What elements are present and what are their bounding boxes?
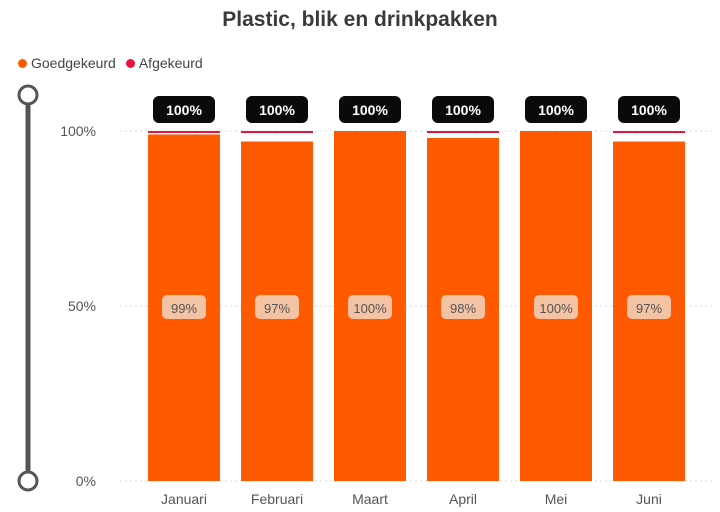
x-tick-label: Februari bbox=[251, 491, 303, 507]
legend-marker-goedgekeurd bbox=[18, 58, 27, 68]
data-label: 99% bbox=[171, 301, 197, 316]
total-label: 100% bbox=[445, 102, 481, 118]
legend-item-goedgekeurd[interactable]: Goedgekeurd bbox=[18, 55, 116, 71]
data-label: 97% bbox=[264, 301, 290, 316]
range-slider-top-handle[interactable] bbox=[17, 84, 39, 106]
total-label-bg bbox=[525, 96, 587, 123]
data-label: 100% bbox=[353, 301, 387, 316]
data-label-bg bbox=[255, 295, 299, 319]
total-label: 100% bbox=[352, 102, 388, 118]
legend-marker-afgekeurd bbox=[125, 58, 135, 68]
total-label-bg bbox=[618, 96, 680, 123]
total-label: 100% bbox=[538, 102, 574, 118]
data-label-bg bbox=[348, 295, 392, 319]
legend: Goedgekeurd Afgekeurd bbox=[18, 55, 203, 71]
bar-afgekeurd bbox=[241, 131, 313, 142]
data-label: 98% bbox=[450, 301, 476, 316]
x-tick-label: Mei bbox=[545, 491, 568, 507]
legend-item-afgekeurd[interactable]: Afgekeurd bbox=[125, 55, 203, 71]
range-slider-bottom-handle[interactable] bbox=[17, 470, 39, 492]
legend-label-afgekeurd: Afgekeurd bbox=[138, 55, 203, 71]
y-tick-label: 100% bbox=[60, 123, 96, 139]
chart-title: Plastic, blik en drinkpakken bbox=[222, 8, 498, 31]
bar-afgekeurd bbox=[427, 131, 499, 138]
data-label-bg bbox=[534, 295, 578, 319]
data-label-bg bbox=[441, 295, 485, 319]
x-tick-label: Juni bbox=[636, 491, 662, 507]
x-tick-label: Maart bbox=[352, 491, 388, 507]
total-label-bg bbox=[153, 96, 215, 123]
y-tick-label: 0% bbox=[76, 473, 96, 489]
total-label-bg bbox=[246, 96, 308, 123]
data-label: 100% bbox=[539, 301, 573, 316]
data-label: 97% bbox=[636, 301, 662, 316]
y-tick-label: 50% bbox=[68, 298, 96, 314]
data-label-bg bbox=[162, 295, 206, 319]
legend-label-goedgekeurd: Goedgekeurd bbox=[31, 55, 116, 71]
bar-afgekeurd bbox=[613, 131, 685, 142]
total-label-bg bbox=[432, 96, 494, 123]
x-tick-label: Januari bbox=[161, 491, 207, 507]
total-label: 100% bbox=[631, 102, 667, 118]
x-tick-label: April bbox=[449, 491, 477, 507]
total-label: 100% bbox=[259, 102, 295, 118]
data-label-bg bbox=[627, 295, 671, 319]
total-label: 100% bbox=[166, 102, 202, 118]
total-label-bg bbox=[339, 96, 401, 123]
